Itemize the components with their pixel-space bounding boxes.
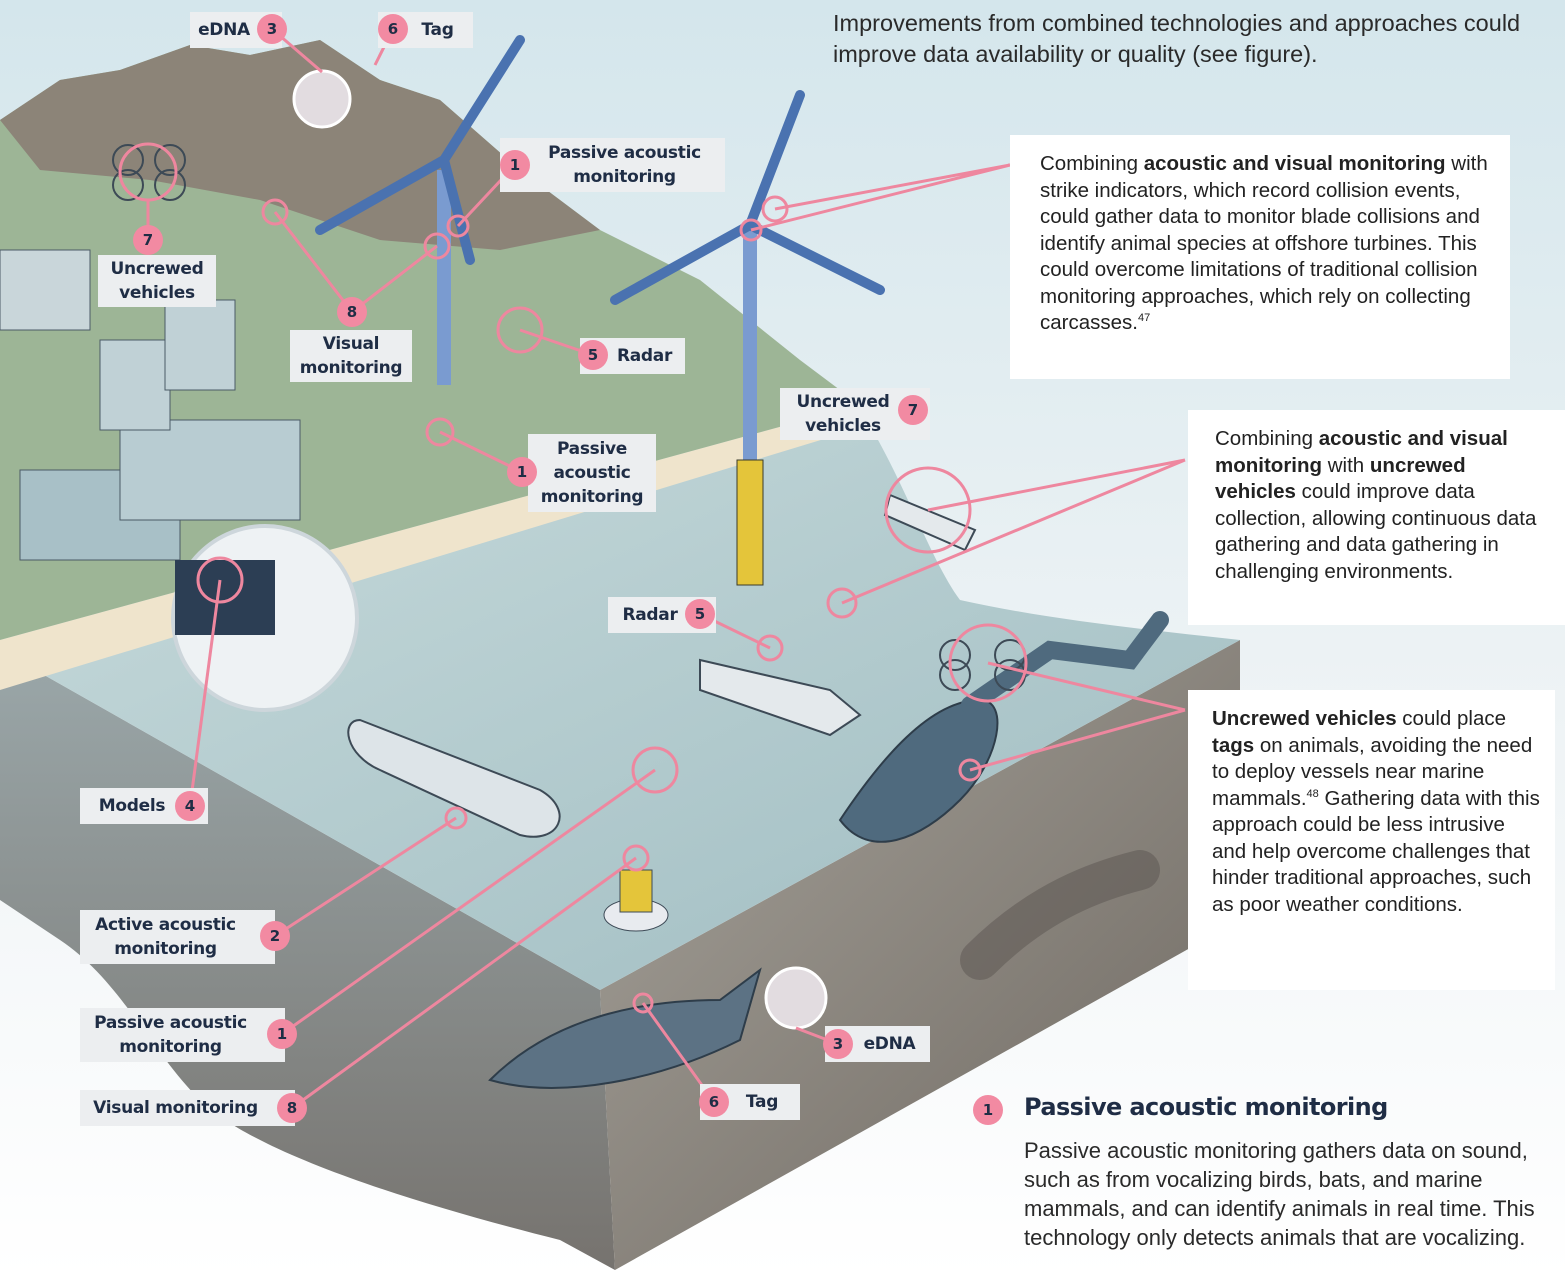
label: Uncrewed vehicles [98,255,216,307]
legend-text: Passive acoustic monitoring gathers data… [1024,1136,1544,1252]
legend-title: Passive acoustic monitoring [1024,1093,1388,1121]
label-number: 7 [133,225,163,255]
label: Passive acoustic monitoring [500,138,725,192]
callout-text: with [1322,454,1370,477]
label-number: 6 [699,1087,729,1117]
label: Passive acoustic monitoring [528,434,656,512]
label-number: 3 [257,14,287,44]
label: Visual monitoring [290,330,412,382]
callout-text: tags [1212,734,1254,757]
label-number: 8 [277,1093,307,1123]
label-number: 3 [823,1029,853,1059]
callout-text: Combining [1215,427,1319,450]
label-number: 7 [898,395,928,425]
callout-text: Combining [1040,152,1144,175]
callout: Combining acoustic and visual monitoring… [1010,135,1510,379]
label-number: 1 [267,1019,297,1049]
callout-text: Uncrewed vehicles [1212,707,1397,730]
label-number: 1 [500,150,530,180]
label-number: 5 [685,599,715,629]
page: Improvements from combined technologies … [0,0,1565,1277]
label-number: 4 [175,791,205,821]
legend-number: 1 [973,1095,1003,1125]
label: Passive acoustic monitoring [80,1008,285,1062]
label: Visual monitoring [80,1090,295,1126]
callout-text: could place [1397,707,1506,730]
intro-text: Improvements from combined technologies … [833,8,1553,70]
footnote-ref: 48 [1307,788,1319,800]
callout-text: acoustic and visual monitoring [1144,152,1446,175]
callout: Uncrewed vehicles could place tags on an… [1188,690,1555,990]
callout-text: with strike indicators, which record col… [1040,152,1488,334]
callout: Combining acoustic and visual monitoring… [1188,410,1565,625]
label-number: 6 [378,14,408,44]
label-number: 1 [507,457,537,487]
label-number: 5 [578,340,608,370]
label: Active acoustic monitoring [80,910,275,964]
label-number: 2 [260,921,290,951]
label-number: 8 [337,297,367,327]
footnote-ref: 47 [1138,312,1150,324]
